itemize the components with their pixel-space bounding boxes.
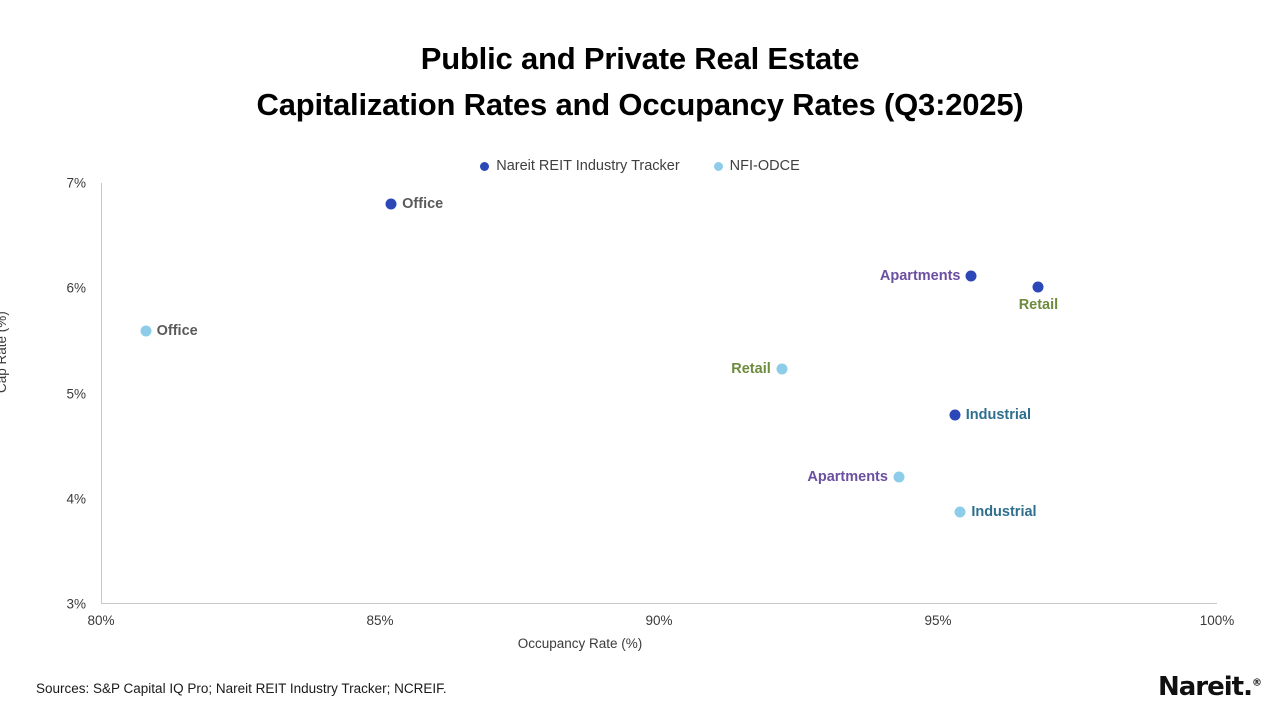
title-line-2: Capitalization Rates and Occupancy Rates…: [256, 87, 1024, 122]
legend-item-label: NFI-ODCE: [729, 158, 800, 174]
y-tick-label: 4%: [66, 491, 86, 507]
data-point-label: Industrial: [965, 406, 1031, 423]
y-tick-label: 5%: [66, 386, 86, 401]
x-tick-label: 100%: [1199, 613, 1235, 628]
registered-mark-icon: ®: [1252, 677, 1262, 689]
title-line-1: Public and Private Real Estate: [420, 41, 860, 76]
x-tick-label: 80%: [87, 613, 115, 628]
data-point-marker[interactable]: [949, 409, 961, 421]
data-point-label: Apartments: [879, 267, 961, 284]
chart-legend: Nareit REIT Industry Tracker NFI-ODCE: [0, 158, 1280, 174]
legend-marker-icon: [480, 161, 490, 171]
y-axis-label: Cap Rate (%): [0, 311, 9, 393]
y-tick-label: 7%: [66, 175, 86, 191]
data-point-marker[interactable]: [954, 506, 966, 518]
legend-item-1[interactable]: Nareit REIT Industry Tracker: [480, 158, 680, 174]
page-title: Public and Private Real Estate Capitaliz…: [0, 36, 1280, 128]
legend-item-label: Nareit REIT Industry Tracker: [496, 158, 680, 174]
data-point-label: Office: [402, 196, 444, 213]
data-point-label: Retail: [731, 361, 771, 378]
data-point-label: Office: [156, 323, 198, 340]
y-tick-label: 3%: [66, 596, 86, 612]
logo-period: .: [1243, 672, 1253, 702]
legend-item-2[interactable]: NFI-ODCE: [713, 158, 800, 174]
data-point-marker[interactable]: [965, 270, 977, 282]
legend-marker-icon: [713, 161, 723, 171]
y-axis-line: [101, 183, 102, 604]
logo-wordmark: Nareit: [1158, 672, 1244, 702]
data-point-label: Industrial: [971, 504, 1037, 521]
plot-area: Office Apartments Retail Industrial Office Re…: [101, 183, 1217, 604]
x-axis-line: [101, 603, 1217, 604]
y-tick-label: 6%: [66, 280, 86, 296]
data-point-marker[interactable]: [893, 471, 905, 483]
data-point-label: Apartments: [807, 468, 888, 485]
data-point-marker[interactable]: [776, 363, 788, 375]
data-point-marker[interactable]: [1032, 281, 1044, 293]
sources-note: Sources: S&P Capital IQ Pro; Nareit REIT…: [36, 681, 447, 696]
data-point-marker[interactable]: [385, 198, 397, 210]
x-tick-label: 95%: [924, 613, 952, 628]
nareit-logo: Nareit.®: [1158, 672, 1262, 702]
data-point-marker[interactable]: [140, 325, 152, 337]
x-tick-label: 90%: [645, 613, 673, 628]
x-tick-label: 85%: [366, 613, 394, 628]
x-axis-label: Occupancy Rate (%): [517, 636, 643, 651]
data-point-label: Retail: [1018, 297, 1059, 314]
